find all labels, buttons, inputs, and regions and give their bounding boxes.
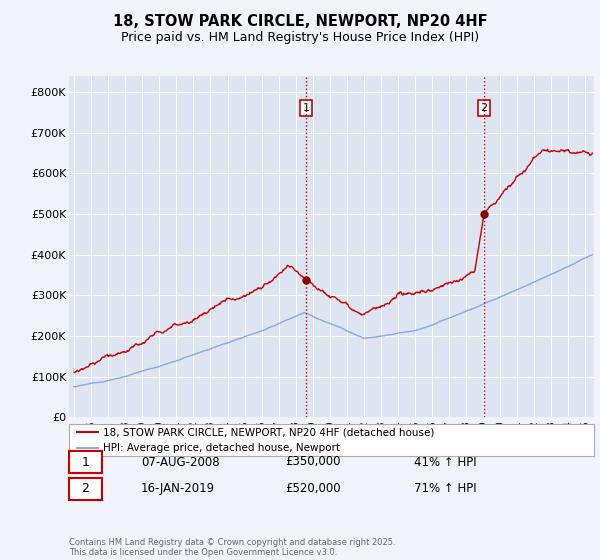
Text: 2: 2 [82,482,89,496]
Text: 16-JAN-2019: 16-JAN-2019 [141,482,215,496]
Text: 71% ↑ HPI: 71% ↑ HPI [414,482,476,496]
Text: 18, STOW PARK CIRCLE, NEWPORT, NP20 4HF (detached house): 18, STOW PARK CIRCLE, NEWPORT, NP20 4HF … [103,427,434,437]
Text: Contains HM Land Registry data © Crown copyright and database right 2025.
This d: Contains HM Land Registry data © Crown c… [69,538,395,557]
Text: £520,000: £520,000 [285,482,341,496]
Text: 2: 2 [481,103,488,113]
Text: 1: 1 [82,455,89,469]
Text: Price paid vs. HM Land Registry's House Price Index (HPI): Price paid vs. HM Land Registry's House … [121,31,479,44]
Text: 07-AUG-2008: 07-AUG-2008 [141,455,220,469]
Text: HPI: Average price, detached house, Newport: HPI: Average price, detached house, Newp… [103,444,340,453]
Text: 18, STOW PARK CIRCLE, NEWPORT, NP20 4HF: 18, STOW PARK CIRCLE, NEWPORT, NP20 4HF [113,14,487,29]
Text: 41% ↑ HPI: 41% ↑ HPI [414,455,476,469]
Text: £350,000: £350,000 [285,455,341,469]
Text: 1: 1 [302,103,310,113]
